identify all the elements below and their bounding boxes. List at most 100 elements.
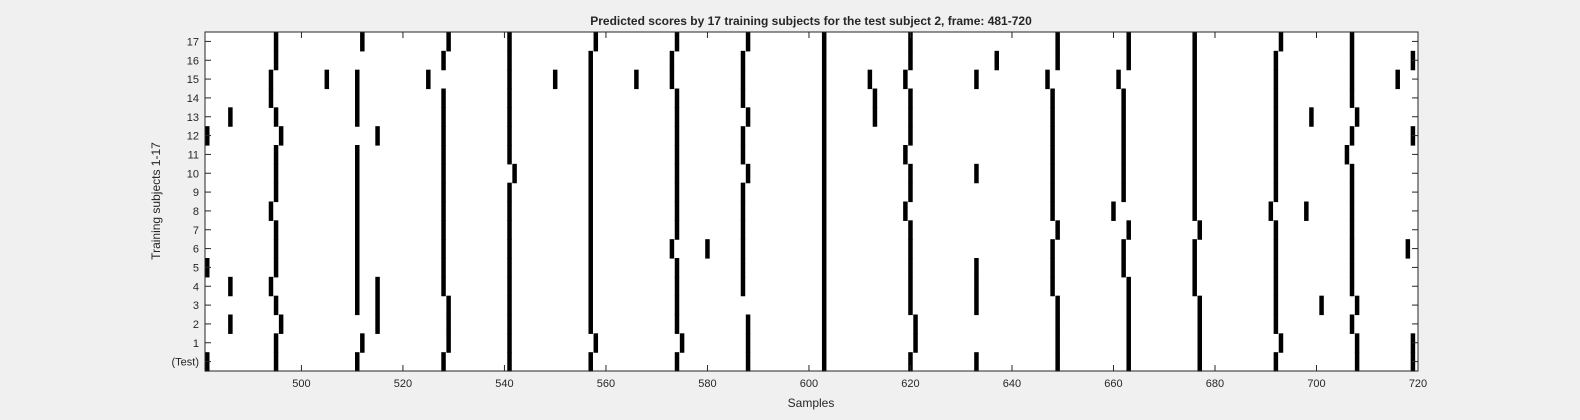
- mark-row-7-3: [507, 220, 512, 240]
- mark-row-16-5: [740, 50, 746, 71]
- x-axis: 500 520 540 560 580 600 620 640 660 680 700 720: [292, 32, 1427, 390]
- mark-row-17-9: [1055, 32, 1060, 52]
- mark-row-8-11: [1192, 201, 1197, 221]
- mark-row-15-5: [552, 69, 558, 90]
- x-tick-label-540: 540: [495, 378, 513, 390]
- mark-row-10-5: [674, 163, 680, 184]
- mark-row-test-11: [1055, 352, 1060, 372]
- mark-row-5-5: [588, 258, 593, 278]
- mark-row-11-8: [903, 145, 908, 165]
- mark-row-5-1: [273, 258, 279, 278]
- mark-row-4-11: [974, 276, 979, 297]
- mark-row-6-12: [1192, 239, 1197, 259]
- mark-row-16-2: [507, 50, 512, 71]
- mark-row-10-8: [908, 163, 913, 184]
- mark-row-test-14: [1273, 352, 1279, 372]
- mark-row-8-13: [1304, 201, 1309, 221]
- mark-row-9-11: [1192, 182, 1197, 203]
- mark-row-4-13: [1126, 276, 1131, 297]
- mark-row-11-2: [441, 145, 446, 165]
- mark-row-16-12: [1273, 50, 1279, 71]
- mark-row-15-11: [867, 69, 873, 90]
- mark-row-1-5: [679, 333, 685, 353]
- mark-row-15-9: [740, 69, 746, 90]
- mark-row-17-10: [1126, 32, 1131, 52]
- mark-row-4-2: [355, 276, 360, 297]
- mark-row-8-8: [903, 201, 908, 221]
- mark-row-6-5: [669, 239, 675, 259]
- mark-row-5-9: [908, 258, 913, 278]
- mark-row-4-9: [821, 276, 827, 297]
- mark-row-7-1: [355, 220, 360, 240]
- mark-row-12-1: [278, 126, 284, 146]
- mark-row-16-0: [273, 50, 279, 71]
- mark-row-2-13: [1273, 314, 1279, 334]
- mark-row-7-10: [1126, 220, 1131, 240]
- mark-row-3-1: [355, 295, 360, 316]
- mark-row-14-11: [1121, 88, 1126, 108]
- mark-row-9-8: [908, 182, 913, 203]
- mark-row-13-6: [674, 107, 680, 127]
- mark-row-9-9: [1050, 182, 1055, 203]
- mark-row-15-8: [669, 69, 675, 90]
- mark-row-12-8: [821, 126, 827, 146]
- mark-row-15-18: [1349, 69, 1355, 90]
- mark-row-1-12: [1278, 333, 1284, 353]
- mark-row-13-0: [228, 107, 233, 127]
- y-tick-label-1: 1: [193, 338, 199, 350]
- mark-row-7-0: [273, 220, 279, 240]
- mark-row-8-1: [355, 201, 360, 221]
- mark-row-15-3: [426, 69, 431, 90]
- x-tick-label-520: 520: [394, 378, 412, 390]
- mark-row-1-6: [745, 333, 751, 353]
- mark-row-6-8: [821, 239, 827, 259]
- mark-row-8-7: [821, 201, 827, 221]
- mark-row-7-8: [908, 220, 913, 240]
- mark-row-11-12: [1273, 145, 1279, 165]
- mark-row-3-12: [1197, 295, 1203, 316]
- mark-row-8-9: [1050, 201, 1055, 221]
- mark-row-10-9: [974, 163, 979, 184]
- mark-row-9-3: [507, 182, 512, 203]
- y-tick-label-2: 2: [193, 319, 199, 331]
- mark-row-7-13: [1349, 220, 1355, 240]
- mark-row-15-14: [1045, 69, 1050, 90]
- mark-row-6-13: [1273, 239, 1279, 259]
- mark-row-13-7: [745, 107, 751, 127]
- y-tick-label-17: 17: [187, 36, 199, 48]
- mark-row-3-6: [674, 295, 680, 316]
- mark-row-16-7: [908, 50, 913, 71]
- mark-row-12-3: [441, 126, 446, 146]
- mark-row-6-0: [273, 239, 279, 259]
- mark-row-17-11: [1192, 32, 1197, 52]
- mark-row-8-3: [507, 201, 512, 221]
- mark-row-11-11: [1192, 145, 1197, 165]
- mark-row-1-7: [821, 333, 827, 353]
- mark-row-13-8: [821, 107, 827, 127]
- mark-row-14-8: [872, 88, 878, 108]
- mark-row-1-2: [446, 333, 451, 353]
- mark-row-15-19: [1395, 69, 1400, 90]
- mark-row-test-4: [507, 352, 512, 372]
- mark-row-1-13: [1354, 333, 1360, 353]
- y-tick-label-13: 13: [187, 112, 199, 124]
- mark-row-1-3: [507, 333, 512, 353]
- mark-row-15-12: [903, 69, 908, 90]
- mark-row-15-17: [1273, 69, 1279, 90]
- mark-row-4-4: [441, 276, 446, 297]
- mark-row-17-5: [674, 32, 680, 52]
- mark-row-15-16: [1192, 69, 1197, 90]
- mark-row-5-7: [740, 258, 746, 278]
- mark-row-13-3: [441, 107, 446, 127]
- mark-row-12-11: [1121, 126, 1126, 146]
- mark-row-10-2: [441, 163, 446, 184]
- mark-row-12-6: [674, 126, 680, 146]
- mark-row-14-2: [441, 88, 446, 108]
- x-tick-label-600: 600: [800, 378, 818, 390]
- mark-row-11-4: [588, 145, 593, 165]
- plot-area: [205, 32, 1418, 371]
- mark-row-test-9: [908, 352, 913, 372]
- mark-row-11-7: [821, 145, 827, 165]
